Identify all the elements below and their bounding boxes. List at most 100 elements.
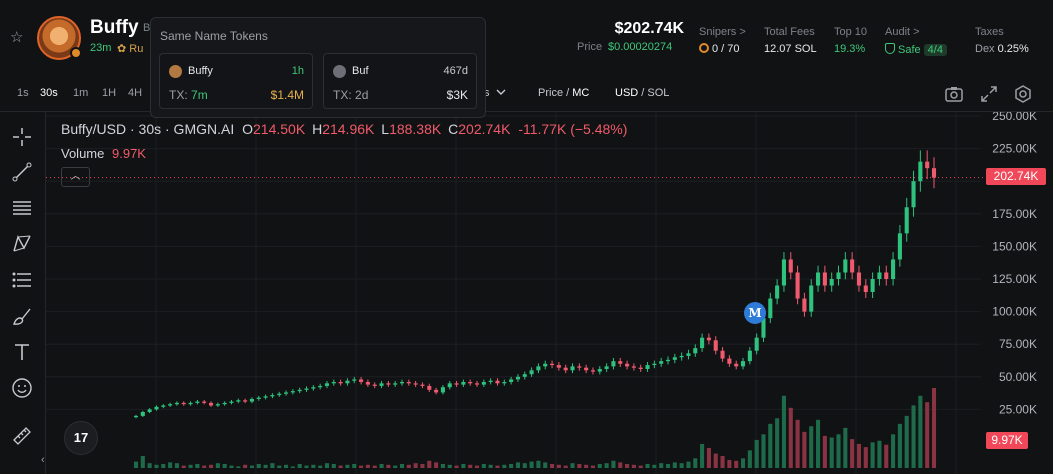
horizontal-lines-icon[interactable] xyxy=(11,197,33,219)
trend-line-icon[interactable] xyxy=(11,161,33,183)
tradingview-logo[interactable]: 17 xyxy=(64,421,98,455)
mc-toggle[interactable]: MC xyxy=(572,87,590,99)
same-name-token-card[interactable]: Buf 467d TX: 2d $3K xyxy=(323,53,477,109)
candle-body xyxy=(488,380,493,383)
candle-body xyxy=(918,161,923,182)
volume-bar xyxy=(734,460,739,468)
usd-sol-toggle[interactable]: USD / SOL xyxy=(615,87,670,99)
volume-bar xyxy=(311,464,316,468)
candle-body xyxy=(270,395,275,397)
sol-toggle[interactable]: SOL xyxy=(647,87,670,99)
text-tool-icon[interactable] xyxy=(11,341,33,363)
pattern-icon[interactable] xyxy=(11,233,33,255)
candle-body xyxy=(249,398,254,402)
candle-body xyxy=(706,337,711,341)
candle-body xyxy=(652,363,657,366)
timeframe-1h[interactable]: 1H xyxy=(102,87,117,99)
candle-body xyxy=(338,382,343,384)
candle-body xyxy=(202,401,207,403)
collapse-legend-button[interactable]: ︿ xyxy=(61,167,90,187)
chart-type-dropdown[interactable]: s xyxy=(484,87,506,99)
candle-body xyxy=(502,382,507,384)
volume-bar xyxy=(829,437,834,468)
usd-toggle[interactable]: USD xyxy=(615,87,639,99)
candle-body xyxy=(829,279,834,286)
candle-body xyxy=(481,382,486,385)
candle-body xyxy=(891,259,896,279)
card-market-cap: $3K xyxy=(446,88,468,102)
top10-value: 19.3% xyxy=(834,43,866,55)
audit-ratio: 4/4 xyxy=(923,44,947,56)
ruler-icon[interactable] xyxy=(11,425,33,447)
volume-bar xyxy=(809,426,814,468)
audit-label[interactable]: Audit > xyxy=(885,26,920,38)
timeframe-30s[interactable]: 30s xyxy=(40,87,58,99)
candle-body xyxy=(577,366,582,368)
candle-body xyxy=(413,383,418,385)
volume-bar xyxy=(318,465,323,468)
candle-body xyxy=(802,298,807,312)
volume-bar xyxy=(413,463,418,468)
candle-body xyxy=(168,404,173,406)
timeframe-1s[interactable]: 1s xyxy=(17,87,29,99)
timeframe-4h[interactable]: 4H xyxy=(128,87,143,99)
card-tx-label: TX: xyxy=(333,88,352,102)
volume-bar xyxy=(686,461,691,468)
volume-bar xyxy=(236,466,241,468)
volume-bar xyxy=(897,423,902,468)
volume-bar xyxy=(659,463,664,468)
candle-body xyxy=(359,379,364,383)
candle-body xyxy=(188,402,193,405)
fees-label: Total Fees xyxy=(764,26,815,38)
star-icon[interactable]: ☆ xyxy=(10,29,24,46)
settings-icon[interactable] xyxy=(1013,84,1033,104)
y-tick-label: 225.00K xyxy=(992,142,1037,156)
volume-bar xyxy=(747,450,752,468)
open-label: O xyxy=(242,121,254,137)
volume-bar xyxy=(297,463,302,468)
taxes-value: 0.25% xyxy=(997,43,1029,55)
volume-bar xyxy=(931,388,937,468)
candle-body xyxy=(386,383,391,385)
volume-bar xyxy=(590,465,596,468)
token-launchpad: ✿ Ru xyxy=(117,43,144,55)
camera-icon[interactable] xyxy=(944,84,964,104)
price-mc-toggle[interactable]: Price / MC xyxy=(538,87,590,99)
volume-bar xyxy=(625,463,630,468)
volume-bar xyxy=(481,463,486,468)
projection-icon[interactable] xyxy=(11,269,33,291)
volume-legend: Volume 9.97K xyxy=(61,146,146,161)
candle-body xyxy=(468,382,473,384)
candlestick-chart[interactable]: 250.00K225.00K200.00K175.00K150.00K125.0… xyxy=(46,112,1053,474)
snipers-label[interactable]: Snipers > xyxy=(699,26,746,38)
same-name-token-card[interactable]: Buffy 1h TX: 7m $1.4M xyxy=(159,53,313,109)
crosshair-icon[interactable] xyxy=(11,126,33,148)
taxes-dex-label: Dex xyxy=(975,43,995,55)
volume-bar xyxy=(550,463,555,468)
scroll-left-icon[interactable]: ‹ xyxy=(41,454,45,466)
volume-bar xyxy=(543,462,548,468)
timeframe-1m[interactable]: 1m xyxy=(73,87,89,99)
snipers-stat[interactable]: Snipers > 0 / 70 xyxy=(699,26,746,55)
volume-bar xyxy=(754,439,759,468)
audit-stat[interactable]: Audit > Safe 4/4 xyxy=(885,26,947,56)
volume-bar xyxy=(352,463,357,468)
candle-body xyxy=(795,272,800,299)
y-tick-label: 125.00K xyxy=(992,272,1037,286)
token-name[interactable]: Buffy xyxy=(90,17,139,38)
candle-body xyxy=(788,259,793,273)
close-value: 202.74K xyxy=(458,121,511,137)
brush-icon[interactable] xyxy=(11,305,33,327)
volume-bar xyxy=(740,458,746,468)
price-value: $0.00020274 xyxy=(608,41,673,53)
token-avatar[interactable] xyxy=(37,16,81,60)
volume-bar xyxy=(618,462,623,468)
emoji-icon[interactable] xyxy=(11,377,33,399)
migration-marker[interactable]: M xyxy=(744,302,766,324)
price-toggle[interactable]: Price xyxy=(538,87,564,99)
fullscreen-icon[interactable] xyxy=(979,84,999,104)
volume-bar xyxy=(577,463,582,468)
candle-body xyxy=(877,272,882,279)
volume-bar xyxy=(324,463,330,468)
volume-bar xyxy=(584,464,589,468)
